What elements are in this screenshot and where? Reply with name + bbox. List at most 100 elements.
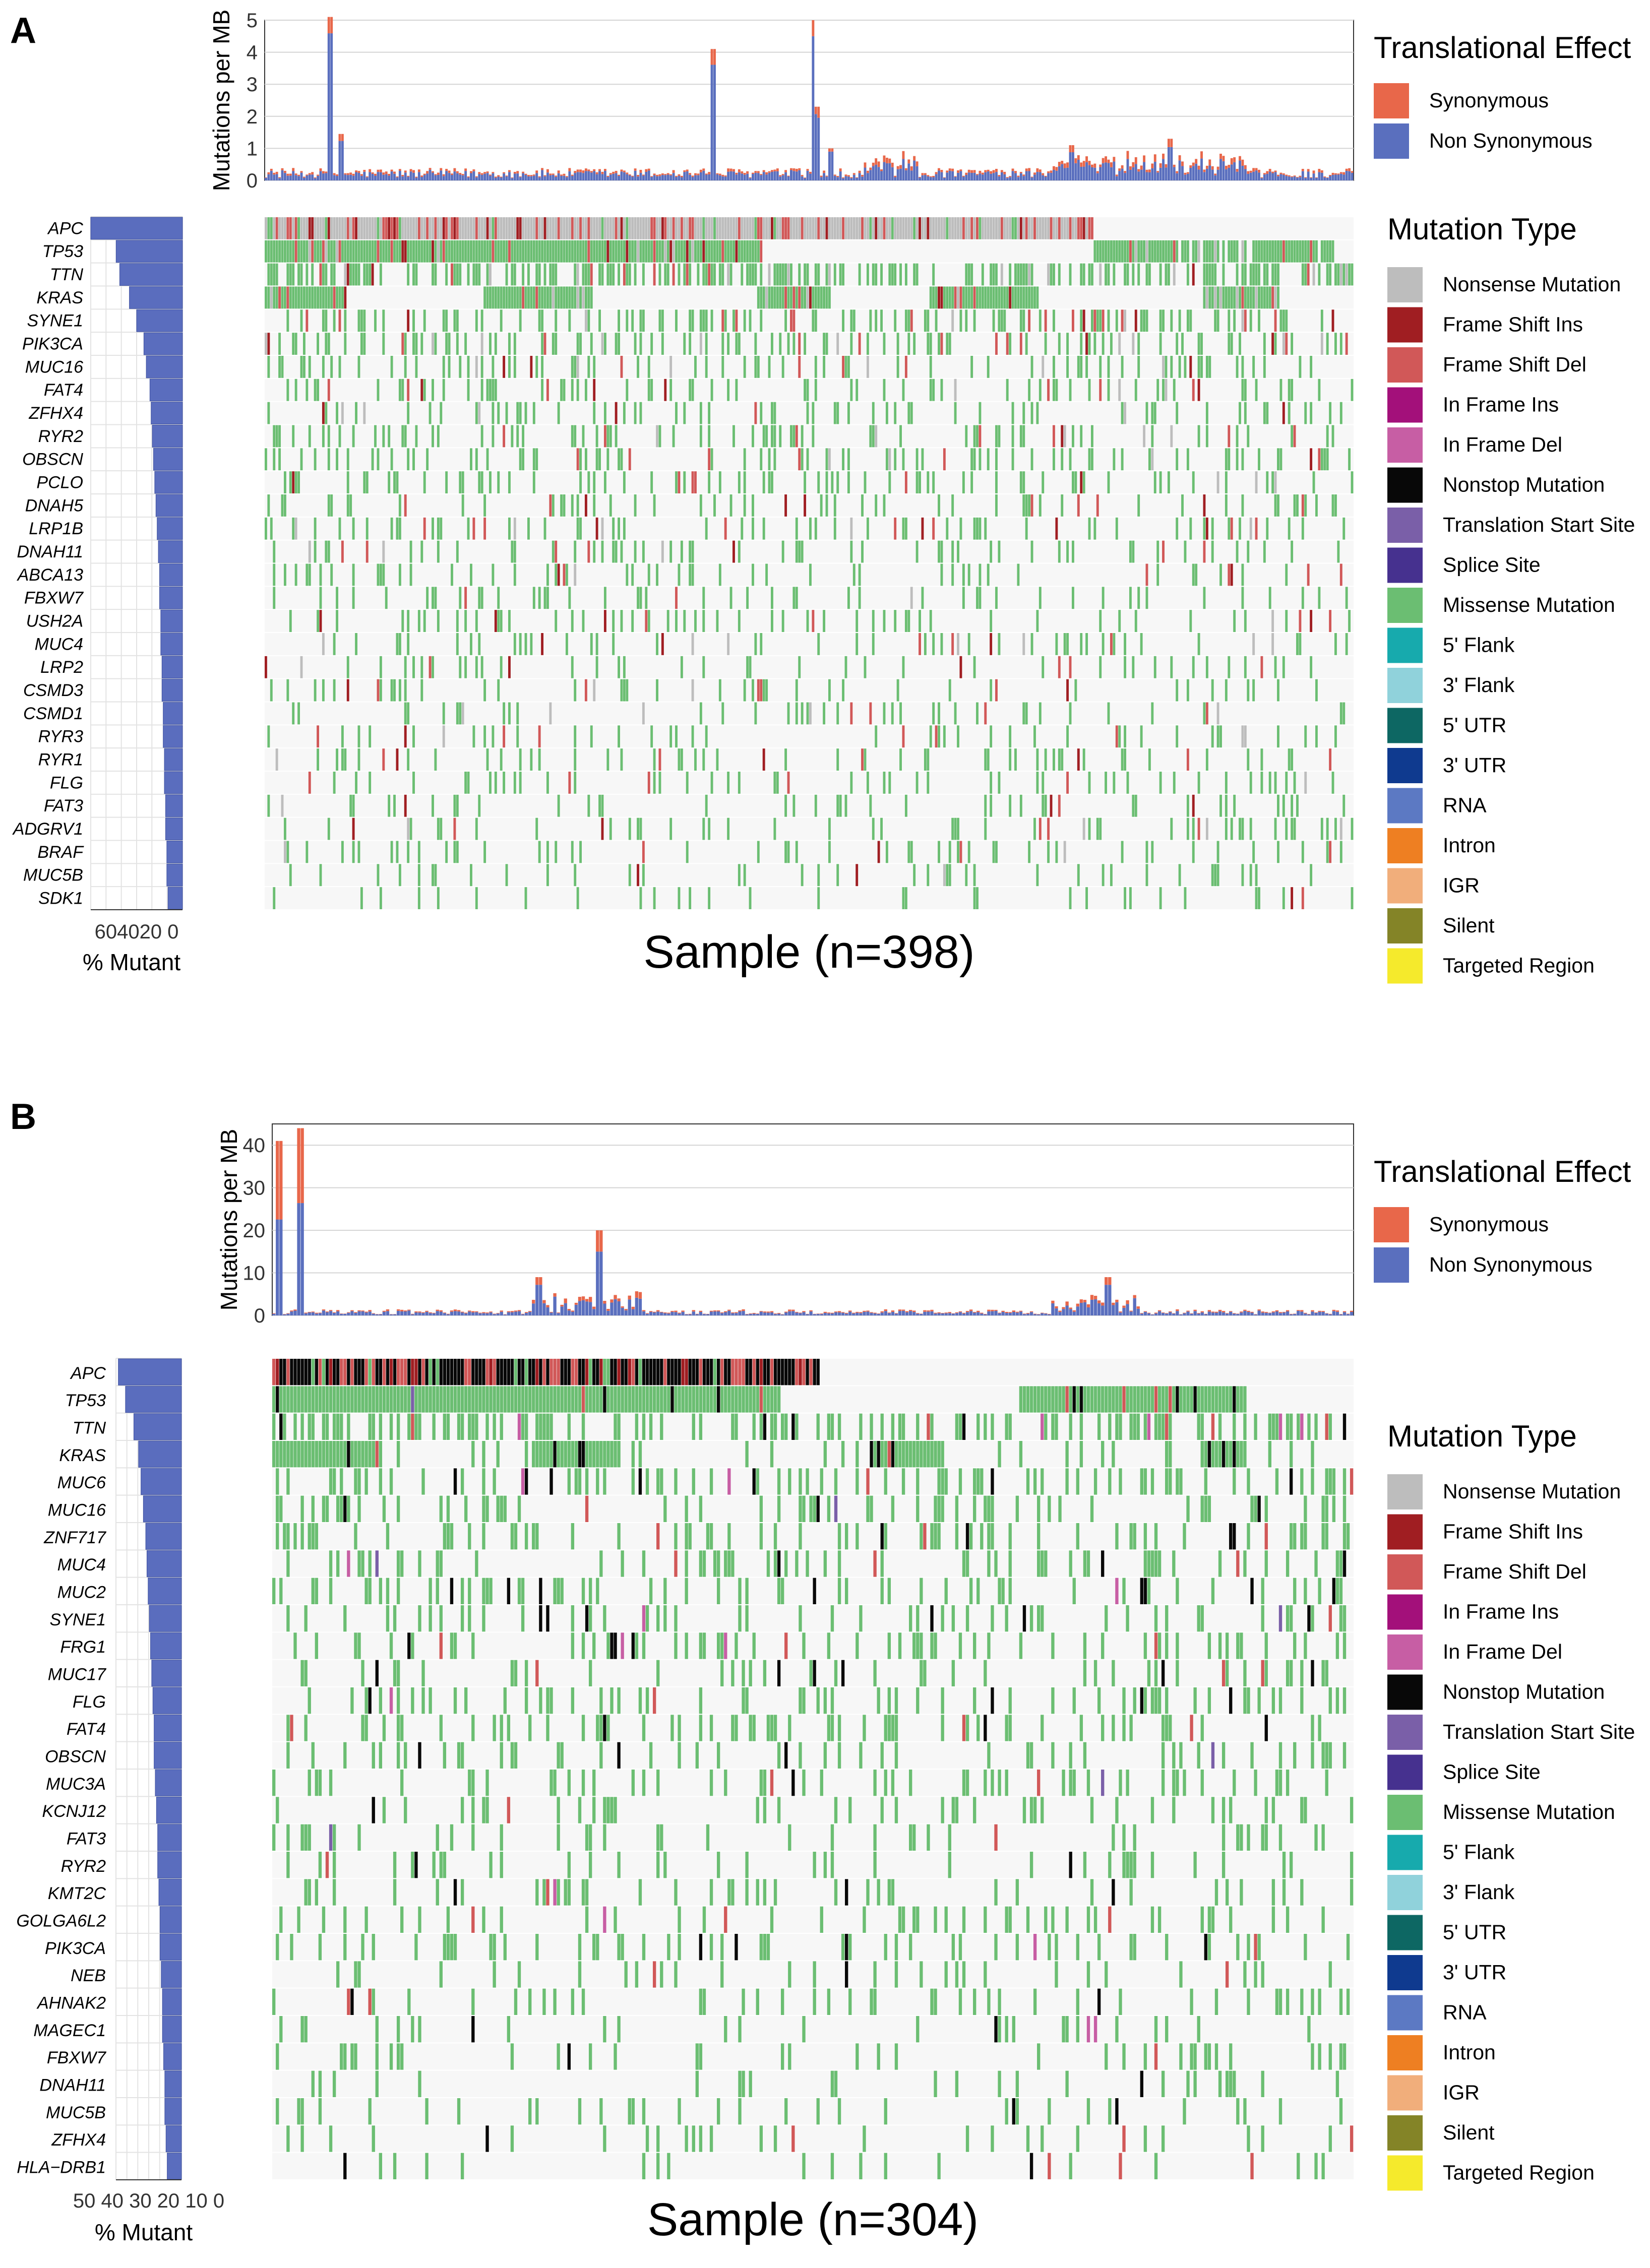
tmb-bar-nonsyn bbox=[1278, 1313, 1282, 1315]
heatmap-cell bbox=[541, 633, 544, 655]
heatmap-cell bbox=[1240, 1441, 1243, 1468]
tmb-bar-syn bbox=[1003, 171, 1006, 174]
heatmap-cell bbox=[593, 494, 596, 517]
heatmap-cell bbox=[1113, 448, 1116, 471]
heatmap-cell bbox=[1065, 1386, 1069, 1413]
tmb-bar-syn bbox=[350, 1310, 354, 1311]
heatmap-cell bbox=[806, 1468, 809, 1495]
tmb-bar-nonsyn bbox=[955, 1313, 959, 1315]
heatmap-cell bbox=[390, 240, 393, 263]
tmb-bar-nonsyn bbox=[535, 173, 538, 180]
tmb-bar-syn bbox=[1079, 1299, 1083, 1303]
heatmap-cell bbox=[870, 1413, 873, 1440]
heatmap-cell bbox=[833, 263, 836, 286]
heatmap-cell bbox=[694, 610, 697, 632]
tmb-bar-syn bbox=[1165, 164, 1168, 168]
heatmap-cell bbox=[672, 240, 675, 263]
heatmap-cell bbox=[508, 610, 511, 632]
heatmap-cell bbox=[940, 379, 943, 401]
heatmap-cell bbox=[732, 540, 735, 563]
heatmap-cell bbox=[623, 402, 626, 424]
gene-label: RYR3 bbox=[38, 727, 84, 746]
heatmap-cell bbox=[1058, 1386, 1062, 1413]
heatmap-cell bbox=[289, 240, 292, 263]
heatmap-cell bbox=[1184, 540, 1187, 563]
heatmap-cell bbox=[617, 1359, 621, 1385]
heatmap-cell bbox=[460, 1413, 464, 1440]
heatmap-cell bbox=[927, 772, 930, 794]
heatmap-cell bbox=[932, 471, 935, 493]
heatmap-cell bbox=[1055, 1386, 1058, 1413]
heatmap-cell bbox=[601, 263, 604, 286]
tmb-bar-nonsyn bbox=[483, 173, 486, 180]
heatmap-cell bbox=[1041, 1468, 1044, 1495]
tmb-bar-nonsyn bbox=[709, 1311, 713, 1315]
heatmap-cell bbox=[347, 1359, 350, 1385]
heatmap-cell bbox=[724, 240, 727, 263]
heatmap-cell bbox=[270, 286, 273, 309]
heatmap-cell bbox=[666, 240, 669, 263]
tmb-bar-syn bbox=[460, 1311, 464, 1313]
heatmap-cell bbox=[792, 587, 796, 609]
heatmap-cell bbox=[1072, 1386, 1076, 1413]
tmb-bar-nonsyn bbox=[532, 1303, 535, 1315]
heatmap-cell bbox=[1051, 1386, 1055, 1413]
heatmap-cell bbox=[1296, 494, 1299, 517]
tmb-bar-nonsyn bbox=[1008, 1312, 1012, 1315]
heatmap-cell bbox=[973, 887, 976, 909]
heatmap-cell bbox=[689, 563, 692, 586]
tmb-bar-syn bbox=[645, 169, 648, 172]
tmb-bar-nonsyn bbox=[1000, 172, 1003, 180]
heatmap-cell bbox=[1093, 333, 1096, 355]
heatmap-cell bbox=[842, 263, 845, 286]
tmb-bar-nonsyn bbox=[827, 1313, 831, 1315]
heatmap-cell bbox=[1143, 309, 1145, 332]
tmb-bar-nonsyn bbox=[831, 151, 834, 180]
heatmap-cell bbox=[1192, 563, 1195, 586]
heatmap-cell bbox=[483, 494, 486, 517]
tmb-bar-nonsyn bbox=[1085, 162, 1088, 180]
heatmap-cell bbox=[347, 1550, 350, 1577]
tmb-bar-nonsyn bbox=[1229, 1311, 1233, 1315]
heatmap-cell bbox=[347, 1441, 350, 1468]
tmb-bar-syn bbox=[590, 171, 593, 173]
heatmap-cell bbox=[407, 1359, 411, 1385]
tmb-bar-syn bbox=[1345, 168, 1348, 171]
heatmap-cell bbox=[1069, 656, 1072, 678]
heatmap-cell bbox=[442, 217, 445, 239]
heatmap-cell bbox=[1263, 540, 1266, 563]
heatmap-cell bbox=[327, 333, 330, 355]
heatmap-cell bbox=[836, 794, 839, 817]
heatmap-cell bbox=[294, 333, 297, 355]
tmb-bar-nonsyn bbox=[902, 159, 905, 180]
heatmap-cell bbox=[461, 240, 464, 263]
heatmap-cell bbox=[920, 1523, 923, 1550]
heatmap-cell bbox=[916, 1413, 920, 1440]
tmb-bar-nonsyn bbox=[574, 173, 577, 180]
heatmap-cell bbox=[429, 240, 432, 263]
heatmap-cell bbox=[305, 263, 309, 286]
tmb-bar-syn bbox=[921, 173, 924, 175]
tmb-bar-syn bbox=[371, 172, 374, 174]
heatmap-cell bbox=[305, 286, 309, 309]
heatmap-cell bbox=[1099, 379, 1102, 401]
heatmap-cell bbox=[669, 725, 673, 748]
heatmap-cell bbox=[683, 610, 686, 632]
heatmap-cell bbox=[847, 448, 850, 471]
heatmap-cell bbox=[850, 540, 853, 563]
tmb-bar-syn bbox=[1097, 1300, 1101, 1304]
heatmap-cell bbox=[272, 1413, 276, 1440]
heatmap-cell bbox=[1192, 379, 1195, 401]
heatmap-cell bbox=[836, 471, 839, 493]
heatmap-cell bbox=[1230, 333, 1233, 355]
tmb-bar-nonsyn bbox=[732, 171, 735, 180]
tmb-bar-syn bbox=[610, 1299, 614, 1303]
heatmap-cell bbox=[340, 1386, 343, 1413]
heatmap-cell bbox=[595, 240, 598, 263]
heatmap-cell bbox=[448, 240, 451, 263]
heatmap-cell bbox=[1311, 1441, 1314, 1468]
tmb-bar-syn bbox=[386, 1309, 390, 1311]
heatmap-cell bbox=[292, 425, 295, 448]
tmb-bar-syn bbox=[292, 168, 295, 171]
heatmap-cell bbox=[702, 263, 705, 286]
